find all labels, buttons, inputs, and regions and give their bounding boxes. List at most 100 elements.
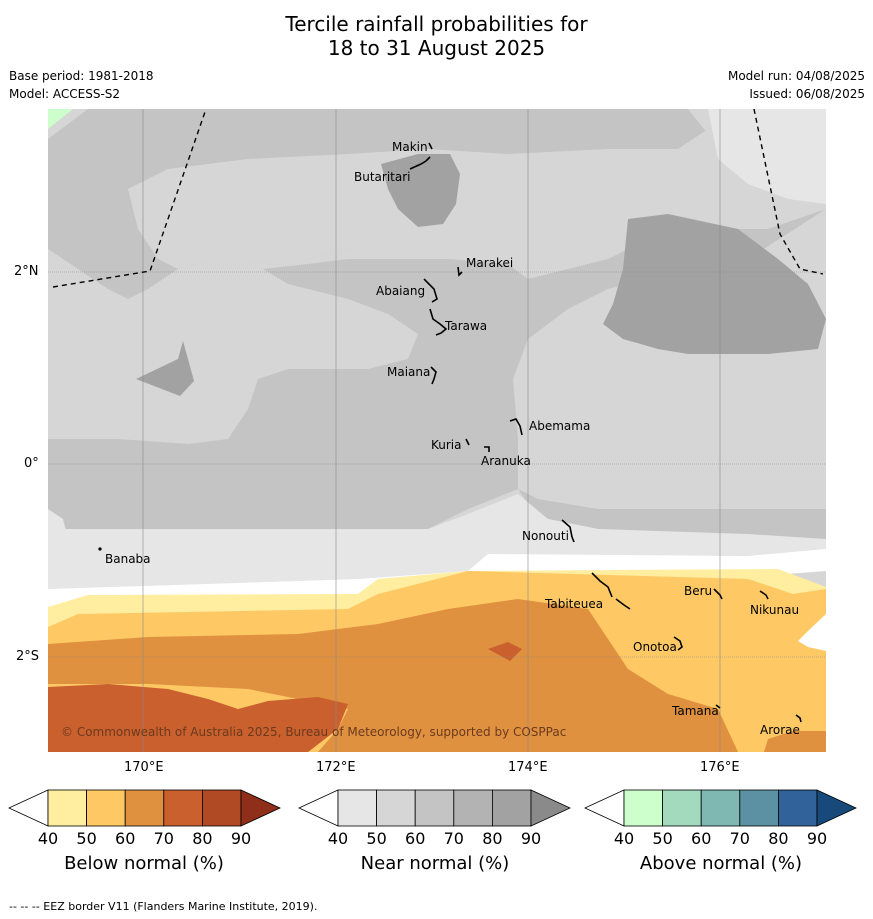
- lat-tick-0: 0°: [24, 456, 39, 471]
- model-name: Model: ACCESS-S2: [9, 87, 121, 101]
- near-normal-lighter-patch-north: [128, 119, 826, 279]
- title-line-1: Tercile rainfall probabilities for: [285, 12, 588, 36]
- cb-near-tick-90: 90: [520, 829, 542, 848]
- lat-tick-2s: 2°S: [16, 649, 40, 664]
- place-label-tabiteuea: Tabiteuea: [544, 597, 603, 611]
- near-normal-50-band: [48, 494, 826, 589]
- base-period: Base period: 1981-2018: [9, 69, 154, 83]
- lon-tick-170: 170°E: [124, 760, 164, 775]
- colorbar-near-70-80: [453, 789, 493, 827]
- place-label-nikunau: Nikunau: [750, 603, 799, 617]
- eez-footnote: -- -- -- EEZ border V11 (Flanders Marine…: [9, 900, 318, 913]
- colorbar-below-normal: [8, 789, 281, 827]
- place-label-butaritari: Butaritari: [354, 170, 411, 184]
- copyright-credit: © Commonwealth of Australia 2025, Bureau…: [61, 725, 566, 739]
- colorbar-near-60-70: [414, 789, 455, 827]
- place-label-onotoa: Onotoa: [633, 640, 677, 654]
- below-normal-60-70-zone: [48, 599, 738, 752]
- place-labels: Makin Butaritari Marakei Abaiang Tarawa …: [105, 140, 800, 737]
- colorbar-above-extend-high: [816, 789, 857, 827]
- colorbar-below-label: Below normal (%): [64, 853, 224, 874]
- colorbar-above-label: Above normal (%): [639, 853, 803, 874]
- cb-near-tick-50: 50: [366, 829, 387, 848]
- colorbar-below-40-50: [47, 789, 87, 827]
- place-label-tamana: Tamana: [671, 704, 719, 718]
- cb-above-tick-70: 70: [729, 829, 750, 848]
- below-normal-white-notch: [798, 614, 826, 651]
- cb-below-tick-70: 70: [153, 829, 174, 848]
- place-label-aranuka: Aranuka: [481, 454, 531, 468]
- island-outlines: [409, 142, 802, 723]
- cb-near-tick-40: 40: [327, 829, 349, 848]
- place-label-abaiang: Abaiang: [376, 284, 425, 298]
- above-normal-corner: [48, 109, 73, 129]
- colorbar-near-label: Near normal (%): [360, 853, 510, 874]
- colorbar-above-50-60: [662, 789, 702, 827]
- near-normal-70-80-patch-west: [136, 341, 194, 396]
- cb-above-tick-50: 50: [652, 829, 673, 848]
- title-line-2: 18 to 31 August 2025: [327, 36, 546, 60]
- colorbar-near-80-90: [491, 789, 532, 827]
- below-normal-70-80-zone-southwest: [48, 684, 348, 752]
- place-label-marakei: Marakei: [466, 256, 513, 270]
- colorbar-near-50-60: [376, 789, 416, 827]
- place-label-tarawa: Tarawa: [444, 319, 487, 333]
- cb-below-tick-80: 80: [192, 829, 213, 848]
- eez-border: [52, 109, 824, 288]
- cb-above-tick-40: 40: [613, 829, 635, 848]
- colorbar-below-extend-low: [8, 789, 49, 827]
- cb-above-tick-80: 80: [768, 829, 789, 848]
- place-label-kuria: Kuria: [431, 438, 462, 452]
- cb-below-tick-90: 90: [230, 829, 252, 848]
- colorbar-below-50-60: [86, 789, 126, 827]
- gridlines: [48, 109, 826, 752]
- cb-below-tick-60: 60: [115, 829, 136, 848]
- lon-tick-174: 174°E: [508, 760, 548, 775]
- colorbar-above-40-50: [623, 789, 663, 827]
- below-normal-70-80-patch-center: [488, 642, 522, 661]
- colorbar-below-80-90: [201, 789, 242, 827]
- cb-below-tick-50: 50: [76, 829, 97, 848]
- cb-near-tick-80: 80: [482, 829, 503, 848]
- place-label-maiana: Maiana: [387, 365, 430, 379]
- cb-below-tick-40: 40: [37, 829, 59, 848]
- place-label-arorae: Arorae: [760, 723, 800, 737]
- colorbar-near-extend-low: [298, 789, 339, 827]
- colorbar-above-80-90: [778, 789, 818, 827]
- colorbar-below-70-80: [163, 789, 203, 827]
- lon-tick-172: 172°E: [316, 760, 356, 775]
- meta-left: Base period: 1981-2018 Model: ACCESS-S2: [9, 67, 154, 103]
- place-label-abemama: Abemama: [529, 419, 590, 433]
- issued-date: Issued: 06/08/2025: [749, 87, 865, 101]
- colorbar-above-70-80: [739, 789, 779, 827]
- cb-above-tick-60: 60: [691, 829, 712, 848]
- colorbar-near-normal: [298, 789, 571, 827]
- meta-right: Model run: 04/08/2025 Issued: 06/08/2025: [728, 67, 865, 103]
- colorbar-near-extend-high: [530, 789, 571, 827]
- lat-tick-2n: 2°N: [14, 264, 39, 279]
- colorbar-above-extend-low: [584, 789, 625, 827]
- near-normal-70-80-patch-east: [603, 214, 826, 354]
- below-normal-60-70-patch-southeast: [764, 731, 826, 752]
- colorbar-below-60-70: [124, 789, 165, 827]
- lon-tick-176: 176°E: [700, 760, 740, 775]
- place-label-beru: Beru: [684, 584, 712, 598]
- model-run: Model run: 04/08/2025: [727, 69, 865, 83]
- cb-near-tick-60: 60: [405, 829, 426, 848]
- colorbar-near-40-50: [337, 789, 377, 827]
- colorbar-above-60-70: [700, 789, 741, 827]
- place-label-nonouti: Nonouti: [522, 529, 569, 543]
- colorbar-below-extend-high: [240, 789, 281, 827]
- near-normal-70-80-patch-makin: [381, 154, 460, 227]
- near-normal-white-top-right: [708, 109, 826, 204]
- banaba-island: [98, 547, 102, 551]
- map-title: Tercile rainfall probabilities for 18 to…: [0, 12, 873, 60]
- colorbar-above-normal: [584, 789, 857, 827]
- place-label-makin: Makin: [392, 140, 428, 154]
- colorbars: [8, 789, 857, 827]
- cb-above-tick-90: 90: [806, 829, 828, 848]
- place-label-banaba: Banaba: [105, 552, 151, 566]
- cb-near-tick-70: 70: [443, 829, 464, 848]
- near-normal-50-patch-west: [48, 509, 68, 559]
- map-canvas: Makin Butaritari Marakei Abaiang Tarawa …: [48, 109, 826, 752]
